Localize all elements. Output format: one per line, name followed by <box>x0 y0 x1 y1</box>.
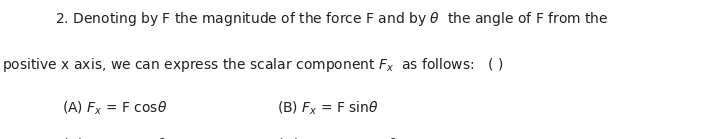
Text: 2. Denoting by F the magnitude of the force F and by $\theta$  the angle of F fr: 2. Denoting by F the magnitude of the fo… <box>55 10 608 28</box>
Text: (A) $F_x$ = F cos$\theta$: (A) $F_x$ = F cos$\theta$ <box>62 100 167 117</box>
Text: (D) $F_x$ = F cotos$\theta$: (D) $F_x$ = F cotos$\theta$ <box>277 136 397 139</box>
Text: (C) $F_x$ = F tan$\theta$: (C) $F_x$ = F tan$\theta$ <box>62 136 167 139</box>
Text: positive x axis, we can express the scalar component $F_x$  as follows:   ( ): positive x axis, we can express the scal… <box>2 56 503 74</box>
Text: (B) $F_x$ = F sin$\theta$: (B) $F_x$ = F sin$\theta$ <box>277 100 379 117</box>
